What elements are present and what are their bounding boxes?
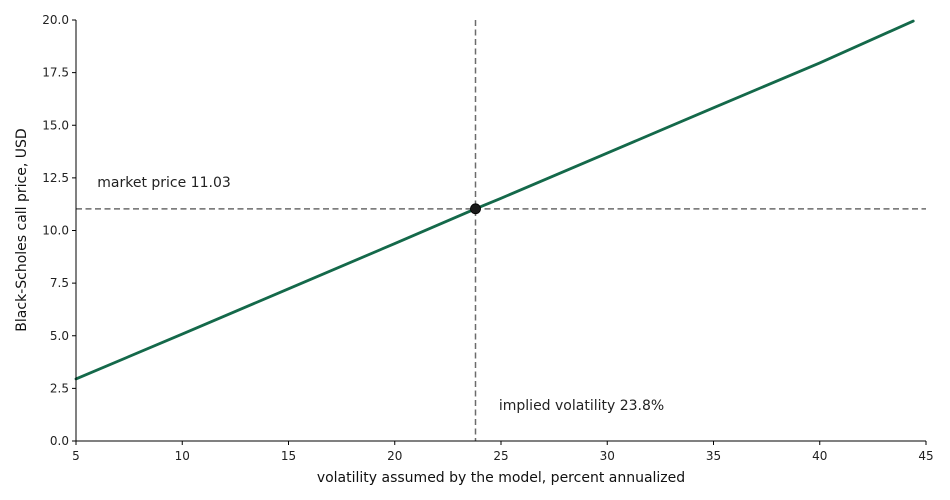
x-tick-label: 20 [387,449,402,463]
y-tick-label: 2.5 [50,381,69,395]
y-tick-label: 5.0 [50,329,69,343]
y-tick-label: 0.0 [50,434,69,448]
x-tick-label: 5 [72,449,80,463]
y-axis-label: Black-Scholes call price, USD [14,128,30,331]
x-tick-label: 35 [706,449,721,463]
implied-volatility-annotation: implied volatility 23.8% [499,398,664,414]
x-tick-label: 30 [600,449,615,463]
y-tick-label: 12.5 [42,171,69,185]
market-price-annotation: market price 11.03 [97,175,231,191]
axes [75,20,926,442]
y-tick-label: 17.5 [42,66,69,80]
series-layer [74,19,915,381]
x-tick-label: 40 [812,449,827,463]
ticks: 5 10 15 20 25 30 35 40 45 0.0 2.5 5.0 7.5 10.0 12.5 15.… [42,13,933,463]
x-axis-label: volatility assumed by the model, percent… [317,470,685,486]
x-tick-label: 45 [918,449,933,463]
reference-lines [76,20,926,441]
y-tick-label: 15.0 [42,118,69,132]
marker-layer [470,203,481,215]
annotations: market price 11.03 implied volatility 23.… [97,175,664,414]
x-tick-label: 25 [493,449,508,463]
call-price-line-0 [74,19,915,381]
x-tick-label: 10 [175,449,190,463]
y-tick-label: 7.5 [50,276,69,290]
implied-volatility-marker [470,203,481,215]
x-tick-label: 15 [281,449,296,463]
y-tick-label: 20.0 [42,13,69,27]
y-tick-label: 10.0 [42,224,69,238]
